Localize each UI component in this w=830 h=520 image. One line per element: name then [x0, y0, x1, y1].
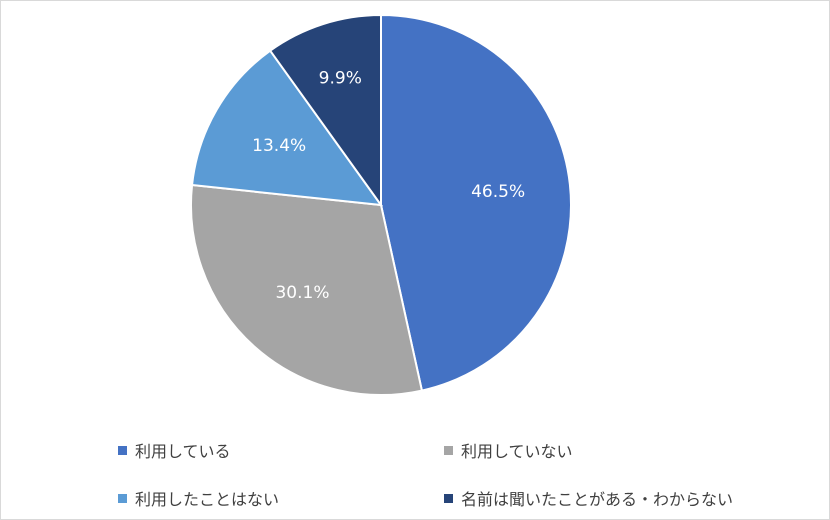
legend-label-not-using: 利用していない: [461, 442, 573, 461]
pie-chart: 46.5% 30.1% 13.4% 9.9%: [190, 13, 572, 396]
data-label-never-used: 13.4%: [252, 136, 306, 156]
legend-swatch-not-using: [444, 445, 453, 455]
data-label-not-using: 30.1%: [275, 283, 329, 303]
pie-slices: [190, 13, 572, 396]
legend-swatch-heard-of-name: [444, 493, 453, 503]
legend-swatch-using: [118, 445, 127, 455]
pie-data-labels: 46.5% 30.1% 13.4% 9.9%: [252, 68, 525, 302]
legend-item-not-using: 利用していない: [444, 438, 573, 462]
pie-slice-never-used: [190, 49, 384, 207]
pie-slice-not-using: [190, 183, 424, 396]
pie-slice-heard-of-name: [268, 13, 382, 209]
legend-item-using: 利用している: [118, 438, 231, 462]
data-label-using: 46.5%: [471, 182, 525, 202]
pie-slice-using: [380, 13, 572, 392]
legend-item-never-used: 利用したことはない: [118, 486, 279, 510]
legend-label-using: 利用している: [135, 442, 231, 461]
data-label-heard-of-name: 9.9%: [319, 68, 362, 88]
legend-label-heard-of-name: 名前は聞いたことがある・わからない: [461, 490, 734, 509]
legend-item-heard-of-name: 名前は聞いたことがある・わからない: [444, 486, 733, 510]
legend-swatch-never-used: [118, 493, 127, 503]
legend-label-never-used: 利用したことはない: [135, 490, 280, 509]
